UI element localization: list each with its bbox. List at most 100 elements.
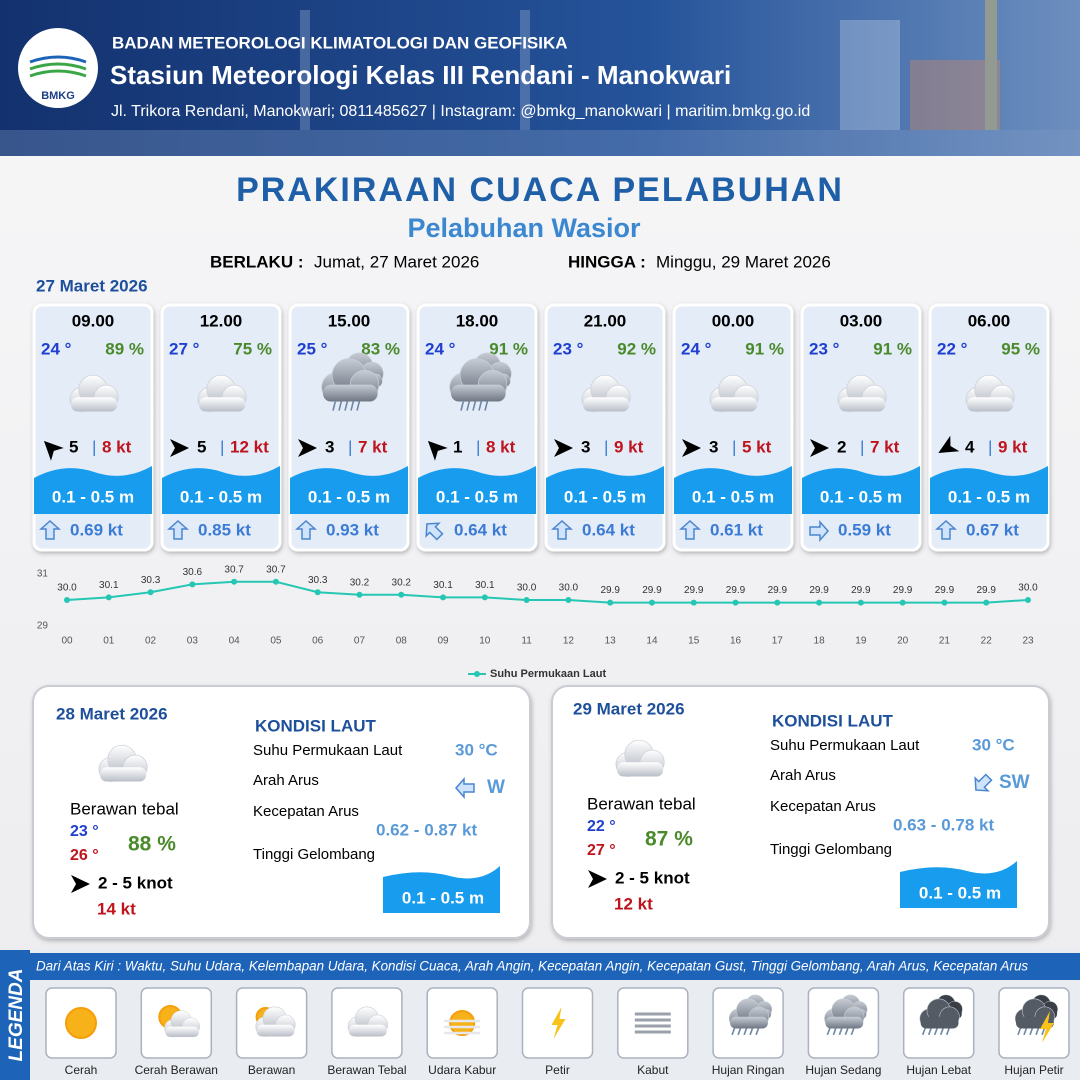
logo-text: BMKG: [41, 90, 75, 102]
slot-humidity: 95 %: [1001, 339, 1040, 358]
cloud-part: [199, 397, 246, 412]
x-tick-label: 16: [730, 636, 742, 647]
legend-item-label: Berawan: [248, 1063, 295, 1077]
separator: |: [732, 437, 736, 456]
x-tick-label: 07: [354, 636, 366, 647]
day-temp-min: 23 °: [70, 823, 99, 840]
day-temp-max: 27 °: [587, 842, 616, 859]
slot-time: 09.00: [72, 311, 115, 330]
slot-temp: 23 °: [809, 339, 840, 358]
sst-point: [565, 597, 572, 603]
x-tick-label: 06: [312, 636, 324, 647]
x-tick-label: 00: [61, 636, 73, 647]
data-label: 30.1: [99, 580, 119, 591]
cloud-part: [323, 384, 378, 402]
current-arrow: [551, 519, 573, 540]
slot-temp: 27 °: [169, 339, 200, 358]
logo-wave: [29, 69, 87, 78]
legend-item-label: Kabut: [637, 1063, 669, 1077]
sea-label: Tinggi Gelombang: [253, 846, 375, 863]
slot-time: 00.00: [712, 311, 755, 330]
data-label: 29.9: [809, 585, 829, 596]
day-gust: 12 kt: [614, 894, 653, 913]
current-arrow: [39, 519, 61, 540]
current-arrow: [935, 519, 957, 540]
cloud-part: [839, 397, 886, 412]
cloud-icon: [164, 1010, 200, 1038]
day-temp-min: 22 °: [587, 818, 616, 835]
data-label: 30.0: [1018, 583, 1038, 594]
x-tick-label: 17: [772, 636, 784, 647]
slot-wave: 0.1 - 0.5 m: [436, 487, 518, 506]
cloud-part: [825, 1016, 864, 1029]
slot-temp: 24 °: [681, 339, 712, 358]
cloud-part: [165, 1026, 199, 1037]
current-arrow: [974, 773, 993, 792]
wind-arrow: [170, 439, 189, 457]
wind-arrow: [938, 435, 960, 453]
slot-wave: 0.1 - 0.5 m: [948, 487, 1030, 506]
day-date: 28 Maret 2026: [56, 704, 168, 723]
legend-item-label: Berawan Tebal: [327, 1063, 406, 1077]
day-gust: 14 kt: [97, 899, 136, 918]
cloud-icon: [347, 1006, 388, 1037]
sea-label: Suhu Permukaan Laut: [253, 742, 403, 759]
cloud-icon: [965, 374, 1015, 412]
cloud-icon: [449, 358, 508, 402]
x-tick-label: 14: [646, 636, 658, 647]
slot-wave: 0.1 - 0.5 m: [308, 487, 390, 506]
x-tick-label: 22: [981, 636, 993, 647]
legend-bar: [30, 953, 1080, 980]
slot-current: 0.59 kt: [838, 520, 891, 539]
sst-point: [690, 599, 697, 606]
cloud-icon: [728, 998, 770, 1029]
sst-point: [816, 599, 823, 606]
sea-wave: 0.1 - 0.5 m: [919, 883, 1001, 902]
slot-wind: 2: [837, 437, 846, 456]
x-tick-label: 08: [396, 636, 408, 647]
data-label: 30.0: [57, 583, 77, 594]
cloud-icon: [581, 374, 631, 412]
valid-from: Jumat, 27 Maret 2026: [314, 252, 479, 271]
cloud-part: [348, 1024, 387, 1037]
sst-point: [941, 599, 948, 606]
slot-wave: 0.1 - 0.5 m: [52, 487, 134, 506]
legend-item-label: Hujan Ringan: [712, 1063, 785, 1077]
day-humidity: 87 %: [645, 828, 693, 851]
slot-wave: 0.1 - 0.5 m: [692, 487, 774, 506]
sea-label: Arah Arus: [253, 772, 319, 789]
slot-time: 18.00: [456, 311, 499, 330]
data-label: 30.7: [224, 564, 244, 575]
data-label: 30.1: [433, 580, 453, 591]
data-label: 29.9: [851, 585, 871, 596]
cloud-part: [730, 1016, 768, 1029]
sst-point: [774, 599, 781, 606]
sea-sst: 30 °C: [972, 735, 1015, 754]
cloud-icon: [255, 1006, 296, 1037]
data-label: 29.9: [976, 585, 996, 596]
slot-humidity: 91 %: [745, 339, 784, 358]
legend-item-label: Cerah Berawan: [135, 1063, 218, 1077]
lightning-icon: [551, 1007, 566, 1039]
slot-wind: 4: [965, 437, 975, 456]
data-label: 30.1: [475, 580, 495, 591]
x-tick-label: 05: [270, 636, 282, 647]
slot-temp: 22 °: [937, 339, 968, 358]
slot-time: 06.00: [968, 311, 1011, 330]
day-weather: Berawan tebal: [587, 794, 696, 813]
valid-from-label: BERLAKU :: [210, 252, 304, 271]
wave-band: [930, 466, 1048, 514]
day-date: 29 Maret 2026: [573, 699, 685, 718]
wave-band: [383, 866, 500, 913]
lightning-icon: [1040, 1011, 1054, 1043]
sea-speed: 0.62 - 0.87 kt: [376, 820, 477, 839]
current-arrow: [679, 519, 701, 540]
sst-point: [356, 591, 363, 598]
logo-wave: [29, 62, 87, 71]
day-wind: 2 - 5 knot: [615, 868, 690, 887]
slot-wind: 5: [69, 437, 78, 456]
sst-point: [231, 578, 238, 585]
cloud-icon: [321, 358, 380, 402]
slot-gust: 7 kt: [358, 437, 388, 456]
